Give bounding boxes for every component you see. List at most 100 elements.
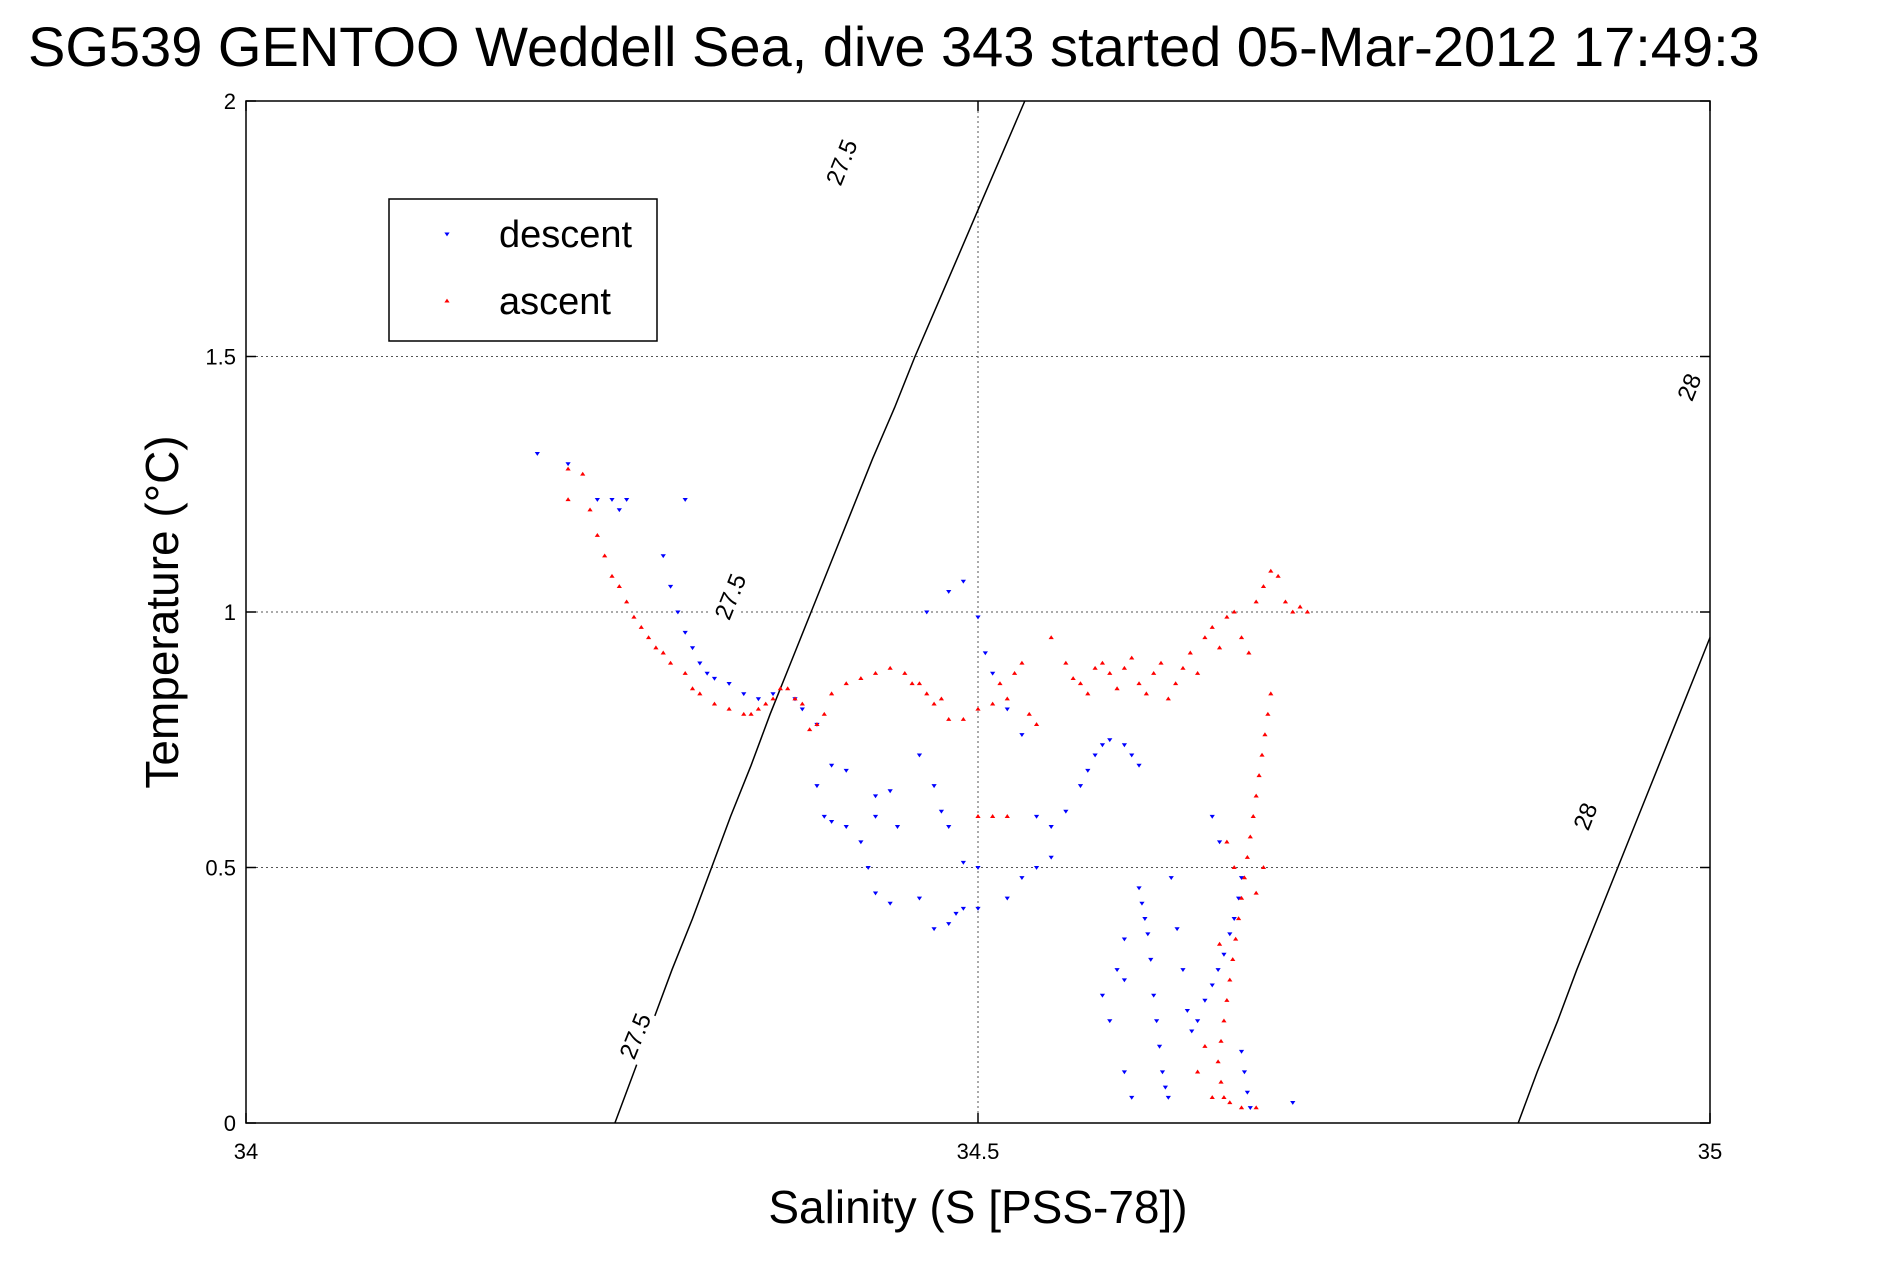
ascent-point [741, 711, 747, 716]
descent-point [1033, 865, 1040, 870]
axis-ticks: 34 34.5 35 0 0.5 1 1.5 2 [205, 89, 1722, 1164]
ascent-point [1218, 1079, 1224, 1084]
ascent-point [565, 497, 571, 502]
x-axis-label: Salinity (S [PSS-78]) [768, 1181, 1187, 1233]
ascent-point [631, 614, 637, 619]
descent-point [741, 692, 747, 697]
ascent-point [777, 686, 783, 691]
ascent-point [1063, 660, 1069, 665]
ascent-point [1260, 865, 1267, 870]
descent-point [1121, 978, 1127, 983]
descent-point [814, 784, 820, 789]
x-tick-label: 34 [234, 1139, 258, 1164]
ascent-point [616, 584, 622, 589]
ascent-point [726, 706, 732, 711]
ascent-point [975, 814, 981, 818]
descent-point [1168, 876, 1174, 881]
contour-label-background [706, 566, 755, 627]
descent-point [726, 681, 732, 686]
y-tick-label: 0.5 [205, 856, 236, 881]
descent-point [1092, 753, 1098, 758]
ascent-point [1129, 655, 1135, 660]
ascent-point [990, 701, 996, 706]
ascent-point [924, 691, 930, 696]
ascent-point [1259, 752, 1265, 757]
descent-point [1121, 743, 1127, 748]
ascent-point [887, 665, 893, 670]
ascent-point [931, 701, 937, 706]
descent-point [609, 498, 615, 502]
descent-point [1107, 738, 1113, 743]
ascent-point [1221, 1018, 1227, 1023]
ascent-point [960, 716, 966, 721]
ascent-point [1253, 1105, 1259, 1110]
descent-point [865, 865, 871, 870]
legend-marker-descent [444, 232, 450, 237]
ascent-point [1077, 681, 1084, 686]
y-tick-label: 1 [224, 600, 236, 625]
ascent-point [1085, 691, 1091, 696]
ascent-point [1202, 635, 1208, 640]
ascent-point [997, 681, 1003, 686]
descent-point [1099, 743, 1106, 748]
descent-point [534, 452, 540, 456]
ascent-point [1209, 1095, 1215, 1100]
ascent-point [792, 696, 798, 701]
ascent-point [1136, 681, 1142, 686]
legend-entry-descent: descent [499, 214, 633, 256]
descent-point [1121, 1070, 1127, 1075]
descent-point [565, 462, 571, 467]
ascent-point [1114, 686, 1120, 691]
descent-point [1235, 896, 1242, 901]
descent-point [1085, 768, 1091, 773]
ascent-point [646, 635, 652, 640]
descent-point [1148, 957, 1154, 962]
ascent-point [1262, 732, 1268, 737]
legend-entry-ascent: ascent [499, 281, 611, 323]
descent-point [1004, 707, 1010, 712]
descent-point [1048, 825, 1054, 829]
descent-point [1019, 876, 1025, 881]
ascent-point [946, 716, 952, 721]
descent-point [1121, 937, 1127, 942]
ascent-point [1099, 660, 1106, 665]
descent-point [938, 809, 944, 814]
descent-point [1099, 993, 1106, 998]
ascent-point [755, 706, 761, 711]
descent-point [872, 814, 879, 819]
y-axis-label: Temperature (°C) [136, 435, 188, 788]
ascent-point [1253, 599, 1259, 604]
ascent-point [909, 681, 915, 686]
descent-point [1077, 784, 1084, 789]
ascent-point [1121, 665, 1127, 670]
descent-point [1107, 1019, 1113, 1024]
descent-point [931, 784, 937, 789]
descent-point [1215, 968, 1221, 973]
legend-box [388, 198, 658, 342]
ascent-point [1238, 895, 1245, 900]
descent-point [960, 860, 966, 865]
descent-point [1238, 1049, 1245, 1054]
descent-point [916, 753, 923, 758]
ascent-point [638, 624, 644, 629]
ascent-point [1275, 573, 1281, 578]
legend: descent ascent [388, 198, 658, 342]
contour-label-background [611, 1006, 660, 1066]
ascent-point [1107, 670, 1113, 675]
ascent-point [1265, 711, 1271, 716]
descent-point [1290, 1101, 1296, 1105]
descent-point [1165, 1095, 1171, 1100]
descent-point [1139, 901, 1145, 906]
descent-point [946, 590, 952, 594]
ascent-point [1230, 957, 1236, 962]
descent-point [1231, 917, 1237, 921]
contour-label-background [1562, 786, 1610, 847]
descent-point [624, 498, 630, 502]
descent-point [1174, 927, 1180, 932]
descent-point [1202, 998, 1208, 1003]
ascent-point [770, 696, 776, 701]
ascent-point [1215, 1059, 1221, 1064]
ascent-point [1238, 635, 1245, 640]
ascent-point [1253, 890, 1259, 895]
